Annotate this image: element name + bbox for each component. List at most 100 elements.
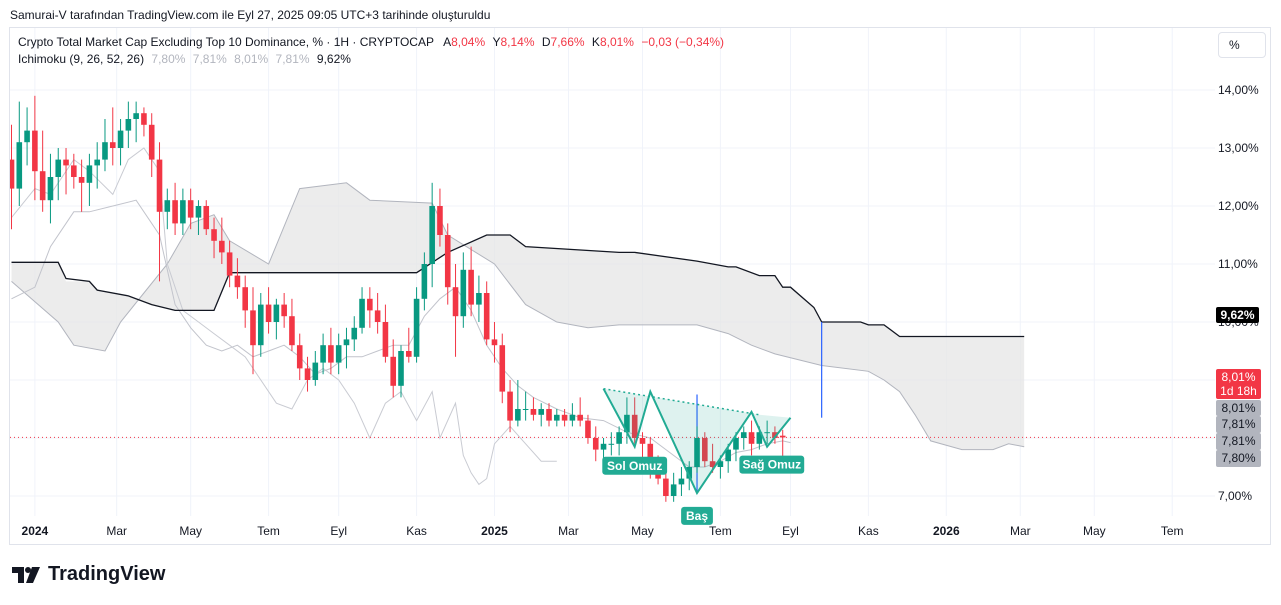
- candle-body: [663, 478, 669, 496]
- candle-body: [219, 240, 225, 253]
- symbol-title[interactable]: Crypto Total Market Cap Excluding Top 10…: [18, 35, 434, 49]
- label-right-shoulder: Sağ Omuz: [742, 458, 801, 472]
- candle-body: [47, 177, 54, 201]
- percent-scale-button[interactable]: %: [1218, 32, 1266, 58]
- high-label: Y: [492, 35, 501, 49]
- candle-body: [476, 293, 482, 305]
- candle-body: [460, 269, 467, 317]
- candle-body: [55, 159, 62, 177]
- y-tick-label: 14,00%: [1218, 83, 1259, 97]
- candle-body: [273, 304, 280, 322]
- candle-body: [63, 159, 69, 166]
- candle-body: [468, 269, 474, 305]
- candle-body: [211, 229, 217, 241]
- candle-body: [608, 443, 615, 445]
- ichimoku-span-a: [11, 182, 1025, 451]
- label-head: Baş: [686, 509, 708, 523]
- chart-canvas[interactable]: Sol Omuz Baş Sağ Omuz 14,00% 13,00% 12,00% 11,…: [10, 28, 1270, 544]
- tradingview-logo-text: TradingView: [48, 563, 166, 585]
- candle-body: [10, 159, 15, 189]
- candle-body: [413, 298, 420, 357]
- candle-body: [86, 165, 93, 183]
- candle-body: [717, 461, 724, 467]
- candle-body: [32, 130, 38, 172]
- candle-body: [444, 235, 451, 288]
- candle-body: [351, 327, 358, 340]
- candle-body: [515, 409, 521, 421]
- candle-body: [483, 293, 490, 340]
- high-value: 8,14%: [500, 35, 535, 49]
- candle-body: [374, 310, 381, 322]
- candle-body: [16, 142, 23, 189]
- candle-body: [491, 339, 498, 346]
- candle-body: [94, 159, 100, 166]
- candle-body: [569, 414, 576, 421]
- x-tick-label: Mar: [558, 524, 579, 538]
- candle-body: [694, 438, 700, 467]
- x-tick-label: 2026: [933, 524, 960, 538]
- candle-body: [639, 438, 646, 444]
- candle-body: [546, 409, 552, 421]
- lagging-span-badge: 7,80%: [1216, 450, 1261, 467]
- cloud-value-badge: 9,62%: [1216, 307, 1259, 323]
- candle-body: [764, 432, 770, 434]
- x-tick-label: Mar: [106, 524, 127, 538]
- ichimoku-cloud: [11, 182, 1025, 450]
- candle-body: [670, 484, 677, 496]
- candle-body: [242, 287, 248, 311]
- candle-body: [125, 119, 132, 131]
- x-tick-label: Mar: [1010, 524, 1031, 538]
- candle-body: [71, 165, 77, 177]
- x-tick-label: Tem: [257, 524, 280, 538]
- x-tick-label: Eyl: [782, 524, 799, 538]
- candle-body: [141, 113, 147, 125]
- indicator-value-5: 9,62%: [316, 52, 351, 66]
- x-tick-label: May: [1083, 524, 1106, 538]
- x-tick-label: 2025: [481, 524, 508, 538]
- candle-body: [187, 200, 194, 218]
- candle-body: [102, 142, 108, 160]
- chart-frame: [9, 27, 1271, 545]
- indicator-title[interactable]: Ichimoku (9, 26, 52, 26): [18, 52, 145, 66]
- pattern-zigzag: [602, 388, 792, 496]
- candle-body: [390, 356, 397, 386]
- candle-body: [328, 345, 334, 363]
- candle-body: [577, 414, 583, 421]
- candle-body: [702, 438, 708, 462]
- candle-body: [312, 362, 319, 380]
- x-tick-label: Tem: [1161, 524, 1184, 538]
- tradingview-logo-icon: [12, 566, 40, 583]
- candle-body: [507, 391, 513, 421]
- candle-body: [234, 275, 241, 288]
- candle-body: [452, 287, 459, 317]
- candle-body: [538, 409, 545, 415]
- pattern-area: [603, 388, 791, 494]
- candle-body: [281, 304, 287, 317]
- candle-body: [250, 310, 256, 346]
- tradingview-logo[interactable]: TradingView: [12, 563, 165, 586]
- x-tick-label: 2024: [22, 524, 49, 538]
- label-head-bg: [681, 506, 713, 525]
- label-left-shoulder: Sol Omuz: [607, 459, 662, 473]
- candle-body: [772, 432, 778, 438]
- last-price-value: 8,01%: [1221, 370, 1256, 384]
- y-tick-label: 11,00%: [1218, 257, 1258, 271]
- candle-body: [335, 345, 342, 363]
- candle-body: [343, 339, 350, 346]
- candle-body: [624, 414, 630, 433]
- candle-body: [733, 438, 739, 450]
- y-tick-label: 12,00%: [1218, 199, 1259, 213]
- candle-body: [631, 414, 638, 438]
- candle-body: [203, 206, 210, 230]
- candle-body: [39, 171, 46, 201]
- candle-body: [421, 264, 428, 299]
- symbol-legend: Crypto Total Market Cap Excluding Top 10…: [18, 35, 724, 49]
- indicator-value-2: 7,81%: [192, 52, 227, 66]
- candle-body: [164, 200, 171, 212]
- candle-body: [756, 432, 763, 444]
- candle-body: [148, 124, 155, 160]
- candle-body: [382, 322, 389, 357]
- candle-body: [109, 142, 116, 148]
- candle-body: [359, 298, 365, 328]
- candle-body: [195, 206, 202, 218]
